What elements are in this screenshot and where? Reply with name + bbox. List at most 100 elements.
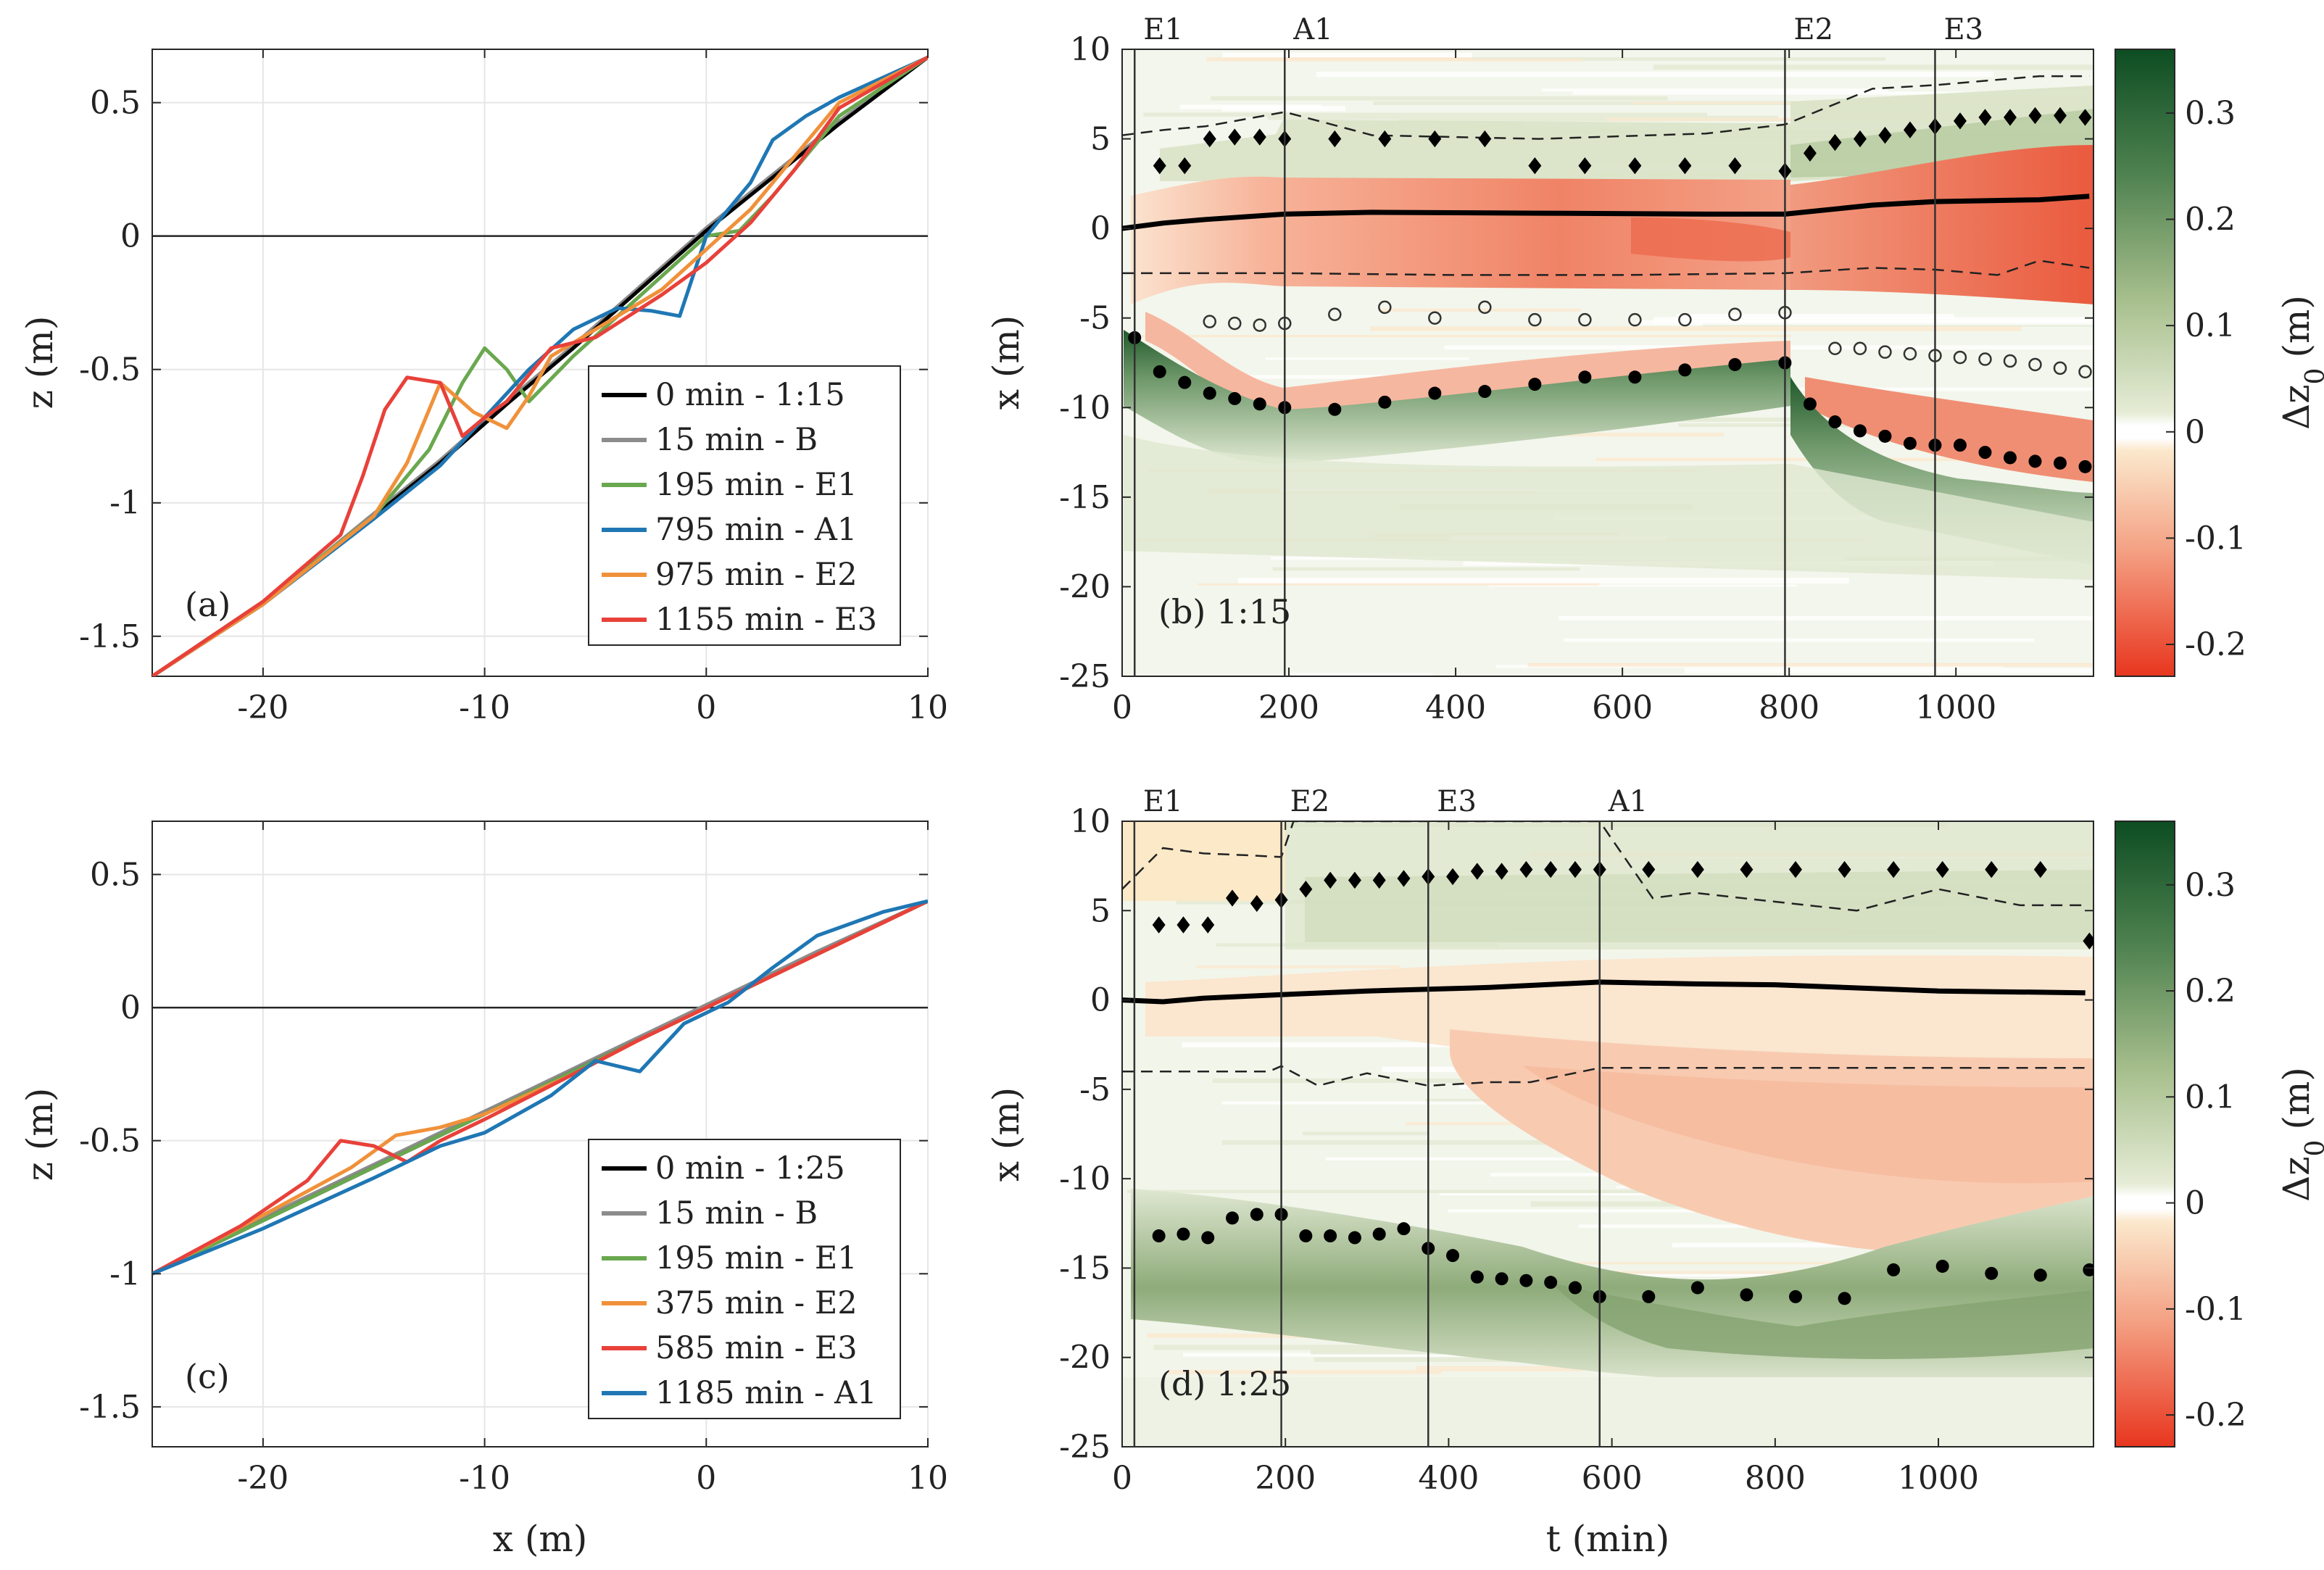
x-tick-label: -20 <box>237 689 289 726</box>
diamond-marker <box>1740 860 1754 879</box>
y-tick-label: 0 <box>120 989 141 1026</box>
filled-circle-marker <box>1153 365 1166 378</box>
profile-panel-a: -20 -10 0 10 0.5 0 -0.5 -1 -1.5 (a) z (m) 0 min … <box>19 49 948 726</box>
diamond-marker <box>1544 860 1558 879</box>
shoreline-line <box>1122 979 2086 1005</box>
x-tick-label: 800 <box>1759 689 1819 726</box>
diamond-marker <box>1519 860 1533 879</box>
colorbar-top-gradient <box>2115 49 2175 677</box>
texture-streak <box>1210 96 1668 101</box>
x-tick-label: 800 <box>1745 1460 1806 1497</box>
filled-circle-marker <box>1728 357 1742 371</box>
event-label: E1 <box>1143 13 1183 46</box>
diamond-marker <box>1985 860 1999 879</box>
texture-streak <box>1143 112 1707 117</box>
x-tick-label: 400 <box>1418 1460 1479 1497</box>
filled-circle-marker <box>1178 375 1192 389</box>
texture-streak <box>1415 1366 1583 1371</box>
y-tick-label: -0.5 <box>79 352 141 389</box>
texture-streak <box>1169 1370 1443 1374</box>
diamond-marker <box>1176 916 1190 934</box>
filled-circle-marker <box>1378 395 1392 409</box>
y-tick-label: -25 <box>1059 1429 1111 1466</box>
filled-circle-marker <box>1828 415 1842 429</box>
texture-streak <box>1224 58 1582 62</box>
y-tick-label: -25 <box>1059 658 1111 695</box>
y-tick-label: -20 <box>1059 568 1111 605</box>
filled-circle-marker <box>1838 1292 1851 1305</box>
colorbar-tick-label: -0.2 <box>2185 1397 2246 1434</box>
x-tick-label: -10 <box>459 689 510 726</box>
filled-circle-marker <box>1228 391 1242 405</box>
legend-entry: 15 min - B <box>655 422 818 458</box>
open-circle-marker <box>2078 365 2092 379</box>
diamond-marker <box>1226 889 1240 907</box>
filled-circle-marker <box>2028 454 2042 468</box>
filled-circle-marker <box>1250 1208 1263 1221</box>
open-circle-marker <box>1678 312 1692 327</box>
y-tick-label: -1 <box>109 485 141 522</box>
panel-a-ylabel: z (m) <box>19 316 61 410</box>
colorbar-tick-label: 0.3 <box>2185 95 2236 132</box>
filled-circle-marker <box>2053 456 2067 470</box>
texture-streak <box>1221 105 1345 112</box>
colorbar-tick-label: 0 <box>2185 1185 2205 1222</box>
diamond-marker <box>2053 107 2067 125</box>
open-circle-marker <box>1253 318 1267 332</box>
panel-d-events: E1 E2 E3 A1 <box>1133 785 1648 1447</box>
y-tick-label: -10 <box>1059 389 1111 426</box>
filled-circle-marker <box>1978 446 1992 460</box>
filled-circle-marker <box>1446 1249 1460 1263</box>
event-label: A1 <box>1608 785 1648 818</box>
x-tick-label: 200 <box>1255 1460 1316 1497</box>
event-label: E2 <box>1793 13 1833 46</box>
diamond-marker <box>1178 157 1192 175</box>
y-tick-label: -1 <box>109 1255 141 1292</box>
diamond-marker <box>1853 130 1867 148</box>
diamond-marker <box>1228 128 1242 146</box>
profile-line-4 <box>152 899 928 1276</box>
filled-circle-marker <box>2033 1268 2047 1282</box>
panel-d-field <box>1122 821 2093 1447</box>
texture-streak <box>1237 578 1849 583</box>
y-tick-label: -1.5 <box>79 618 141 655</box>
filled-circle-marker <box>1985 1266 1999 1280</box>
panel-a-legend: 0 min - 1:15 15 min - B 195 min - E1 795 mi… <box>588 365 901 646</box>
filled-circle-marker <box>1324 1229 1337 1243</box>
diamond-marker <box>1324 871 1337 889</box>
diamond-marker <box>1828 133 1842 151</box>
filled-circle-marker <box>1788 1289 1802 1303</box>
panel-d-label: (d) 1:25 <box>1158 1364 1291 1403</box>
panel-c-profiles <box>152 899 928 1276</box>
profile-line-5 <box>152 899 928 1276</box>
texture-streak <box>1488 584 1797 587</box>
diamond-marker <box>1495 863 1508 880</box>
texture-streak <box>1676 313 1954 319</box>
heatmap-panel-d: 0 200 400 600 800 1000 10 5 0 -5 -10 -15 -20 -25 E1 E2… <box>985 785 2094 1560</box>
filled-circle-marker <box>1628 370 1642 384</box>
texture-streak <box>1237 375 1461 379</box>
texture-streak <box>1291 673 1433 676</box>
lower-dashed-line <box>1122 259 2090 276</box>
texture-streak <box>1221 1140 1796 1145</box>
diamond-marker <box>2078 109 2092 126</box>
legend-entry: 795 min - A1 <box>655 512 857 548</box>
open-circle-marker <box>1378 300 1392 315</box>
open-circle-marker <box>1628 312 1642 327</box>
heatmap-panel-b: 0 200 400 600 800 1000 10 5 0 -5 -10 -15 -20 -25 E1 A1… <box>985 13 2094 726</box>
filled-circle-marker <box>1201 1231 1215 1245</box>
filled-circle-marker <box>1887 1263 1901 1276</box>
panel-c-ticks: -20 -10 0 10 0.5 0 -0.5 -1 -1.5 <box>79 821 948 1497</box>
legend-entry: 1155 min - E3 <box>655 602 877 638</box>
filled-circle-marker <box>1203 386 1216 400</box>
x-tick-label: -20 <box>237 1460 289 1497</box>
filled-circle-marker <box>1903 436 1917 450</box>
filled-circle-marker <box>1953 439 1967 452</box>
colorbar-bottom: 0.3 0.2 0.1 0 -0.1 -0.2 Δz0(m) <box>2115 821 2324 1448</box>
legend-entry: 15 min - B <box>655 1195 818 1232</box>
filled-circle-marker <box>1226 1211 1240 1225</box>
colorbar-top: 0.3 0.2 0.1 0 -0.1 -0.2 Δz0(m) <box>2115 49 2324 677</box>
y-tick-label: 5 <box>1090 121 1111 158</box>
diamond-marker <box>2033 860 2047 879</box>
x-tick-label: 10 <box>908 689 948 726</box>
